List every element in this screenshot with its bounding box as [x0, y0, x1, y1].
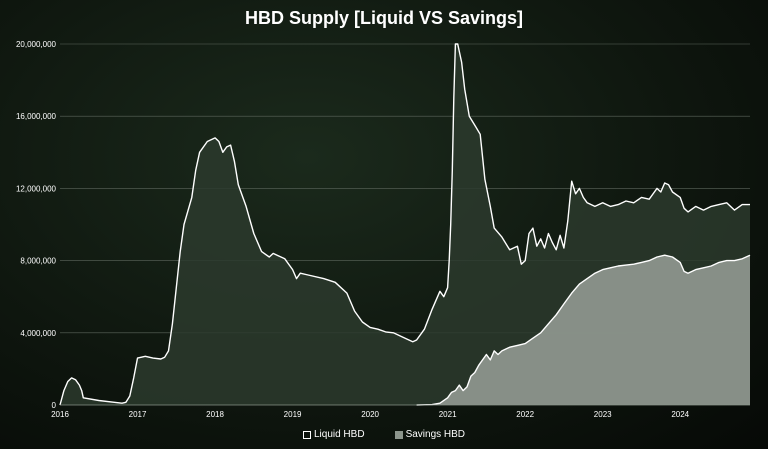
series-line-savings	[416, 254, 751, 406]
x-tick-label: 2017	[129, 410, 147, 419]
chart-title: HBD Supply [Liquid VS Savings]	[244, 8, 523, 28]
y-tick-label: 0	[52, 401, 57, 410]
y-tick-label: 20,000,000	[16, 40, 57, 49]
legend-label-savings: Savings HBD	[405, 429, 466, 440]
y-tick-label: 12,000,000	[16, 184, 57, 193]
x-tick-label: 2018	[206, 410, 224, 419]
legend-item-liquid: Liquid HBD	[302, 429, 365, 440]
y-tick-label: 4,000,000	[20, 329, 56, 338]
legend-swatch-liquid	[302, 430, 311, 439]
x-tick-label: 2022	[516, 410, 534, 419]
y-tick-label: 16,000,000	[16, 112, 57, 121]
x-tick-label: 2019	[284, 410, 302, 419]
legend-swatch-savings	[394, 430, 403, 439]
x-tick-label: 2020	[361, 410, 379, 419]
x-tick-label: 2024	[671, 410, 689, 419]
x-tick-label: 2021	[439, 410, 457, 419]
series-line-liquid	[59, 43, 750, 406]
x-tick-label: 2023	[594, 410, 612, 419]
series-area-savings	[416, 255, 750, 405]
legend-label-liquid: Liquid HBD	[313, 429, 365, 440]
x-tick-label: 2016	[51, 410, 69, 419]
legend: Liquid HBD Savings HBD	[0, 429, 768, 440]
y-tick-label: 8,000,000	[20, 257, 56, 266]
legend-item-savings: Savings HBD	[394, 429, 466, 440]
